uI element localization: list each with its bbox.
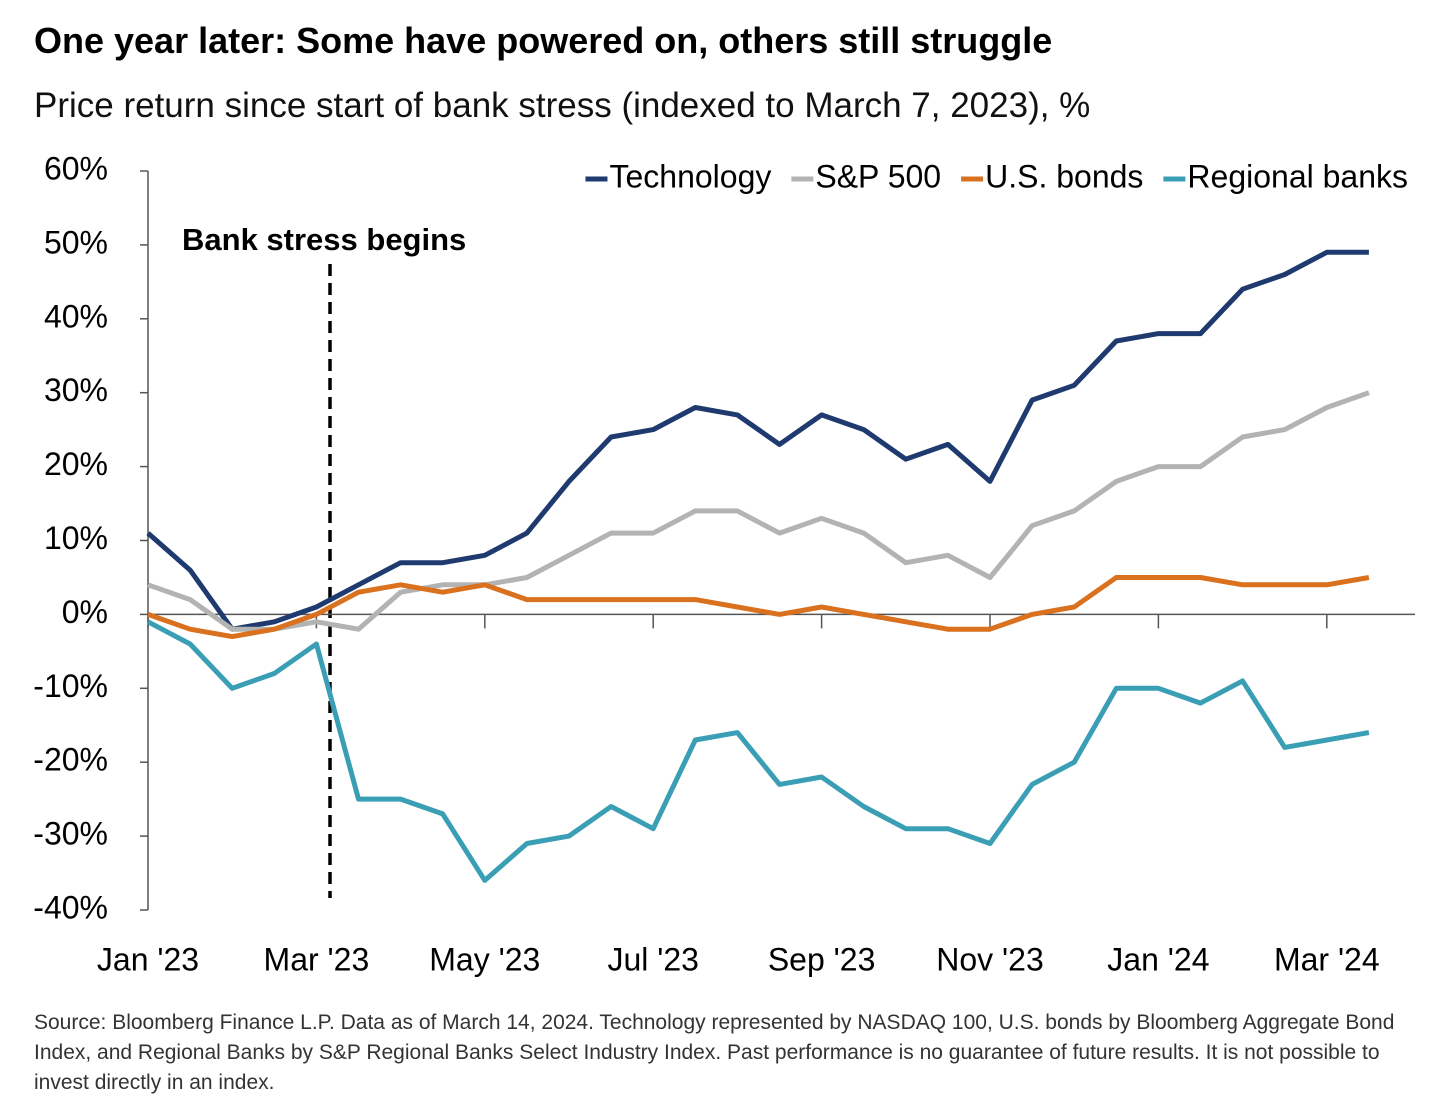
x-tick-label: Sep '23 bbox=[768, 941, 876, 977]
series-line bbox=[146, 619, 1370, 883]
x-tick-label: Jan '24 bbox=[1107, 941, 1209, 977]
series-line bbox=[146, 249, 1369, 632]
source-note: Source: Bloomberg Finance L.P. Data as o… bbox=[34, 1011, 1395, 1094]
y-tick-label: 40% bbox=[44, 298, 108, 334]
y-tick-label: 60% bbox=[44, 150, 108, 186]
x-tick-label: Nov '23 bbox=[936, 941, 1044, 977]
chart-title: One year later: Some have powered on, ot… bbox=[34, 20, 1053, 61]
y-tick-label: -30% bbox=[33, 816, 108, 852]
legend-label: S&P 500 bbox=[815, 158, 941, 194]
y-tick-label: 30% bbox=[44, 372, 108, 408]
legend-label: U.S. bonds bbox=[985, 158, 1143, 194]
x-tick-label: Mar '23 bbox=[264, 941, 370, 977]
legend-label: Technology bbox=[609, 158, 771, 194]
y-tick-label: 50% bbox=[44, 224, 108, 260]
y-tick-label: 10% bbox=[44, 520, 108, 556]
x-tick-label: Jan '23 bbox=[97, 941, 199, 977]
x-tick-label: May '23 bbox=[429, 941, 540, 977]
series-line bbox=[147, 390, 1370, 632]
y-tick-label: 0% bbox=[62, 594, 108, 630]
legend-label: Regional banks bbox=[1187, 158, 1408, 194]
x-tick-label: Mar '24 bbox=[1274, 941, 1380, 977]
chart-subtitle: Price return since start of bank stress … bbox=[34, 86, 1091, 125]
series-line bbox=[147, 575, 1370, 640]
x-tick-label: Jul '23 bbox=[607, 941, 699, 977]
y-tick-label: -10% bbox=[33, 668, 108, 704]
y-tick-label: 20% bbox=[44, 446, 108, 482]
y-tick-label: -40% bbox=[33, 889, 108, 925]
y-tick-label: -20% bbox=[33, 742, 108, 778]
annotation: Bank stress begins bbox=[182, 222, 466, 257]
